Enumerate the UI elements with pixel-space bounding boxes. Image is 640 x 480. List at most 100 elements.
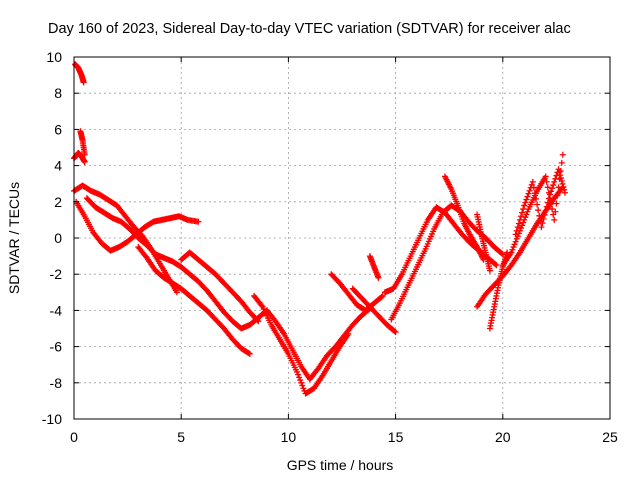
y-tick-label: 8 <box>54 85 62 101</box>
y-tick-label: 2 <box>54 194 62 210</box>
data-point <box>543 178 550 185</box>
data-point <box>516 216 523 223</box>
data-point <box>81 151 88 158</box>
data-point <box>550 182 557 189</box>
data-point <box>534 201 541 208</box>
data-point <box>378 293 385 300</box>
data-point <box>561 189 568 196</box>
data-point <box>536 212 543 219</box>
grid-lines <box>74 57 610 419</box>
data-point <box>512 238 519 245</box>
data-point <box>524 193 531 200</box>
data-point <box>519 209 526 216</box>
x-axis-label: GPS time / hours <box>287 457 394 473</box>
series-sat-t <box>499 151 566 269</box>
x-tick-label: 20 <box>495 429 511 445</box>
y-tick-label: 10 <box>46 49 62 65</box>
data-point <box>544 184 551 191</box>
data-point <box>543 203 550 210</box>
series-sat-m <box>366 253 382 281</box>
data-point <box>391 328 398 335</box>
data-point <box>498 250 505 257</box>
data-point <box>539 220 546 227</box>
data-point <box>556 169 563 176</box>
data-point <box>542 173 549 180</box>
data-point <box>529 178 536 185</box>
y-axis-label: SDTVAR / TECUs <box>6 182 22 294</box>
data-point <box>546 191 553 198</box>
data-point <box>557 175 564 182</box>
data-point <box>523 211 530 218</box>
y-tick-label: 4 <box>54 158 62 174</box>
data-point <box>540 215 547 222</box>
y-tick-label: -6 <box>50 339 63 355</box>
data-point <box>522 199 529 206</box>
data-point <box>535 207 542 214</box>
data-point <box>513 227 520 234</box>
series-sat-n <box>388 202 506 323</box>
data-point <box>554 192 561 199</box>
series-sat-b <box>73 198 202 254</box>
data-point <box>524 208 531 215</box>
data-point <box>549 206 556 213</box>
data-point <box>518 213 525 220</box>
y-tick-label: -8 <box>50 375 63 391</box>
data-point <box>548 200 555 207</box>
data-point <box>518 225 525 232</box>
data-point <box>552 175 559 182</box>
data-point <box>254 317 261 324</box>
series-sat-l <box>349 285 399 336</box>
data-point <box>530 184 537 191</box>
data-point <box>559 151 566 158</box>
series-sat-u <box>512 166 568 238</box>
data-point <box>522 214 529 221</box>
data-point <box>544 199 551 206</box>
data-point <box>538 224 545 231</box>
x-tick-label: 10 <box>281 429 297 445</box>
data-point <box>379 292 386 299</box>
series-sat-f <box>83 195 270 332</box>
data-point <box>510 244 517 251</box>
data-point <box>493 262 500 269</box>
data-point <box>552 208 559 215</box>
data-point <box>298 379 305 386</box>
data-point <box>296 374 303 381</box>
data-point <box>375 274 382 281</box>
data-point <box>511 241 518 248</box>
data-point <box>551 216 558 223</box>
data-points <box>71 61 568 397</box>
data-point <box>508 249 515 256</box>
data-point <box>520 219 527 226</box>
data-point <box>195 218 202 225</box>
data-point <box>521 202 528 209</box>
data-point <box>80 79 87 86</box>
data-point <box>523 196 530 203</box>
data-point <box>392 329 399 336</box>
data-point <box>293 368 300 375</box>
data-point <box>297 377 304 384</box>
x-tick-label: 5 <box>177 429 185 445</box>
series-sat-q <box>474 211 493 274</box>
series-sat-p <box>441 173 487 263</box>
data-point <box>486 267 493 274</box>
data-point <box>81 158 88 165</box>
data-point <box>509 246 516 253</box>
data-point <box>548 188 555 195</box>
data-point <box>533 195 540 202</box>
data-point <box>541 211 548 218</box>
data-point <box>245 350 252 357</box>
data-point <box>519 222 526 229</box>
data-point <box>295 371 302 378</box>
y-tick-label: -2 <box>50 266 63 282</box>
data-point <box>542 207 549 214</box>
data-point <box>512 231 519 238</box>
series-sat-g <box>135 244 253 357</box>
series-sat-o <box>381 204 500 296</box>
data-point <box>520 206 527 213</box>
data-point <box>551 178 558 185</box>
data-point <box>513 235 520 242</box>
data-point <box>173 289 180 296</box>
data-point <box>514 224 521 231</box>
data-point <box>558 159 565 166</box>
y-tick-label: -10 <box>42 411 62 427</box>
